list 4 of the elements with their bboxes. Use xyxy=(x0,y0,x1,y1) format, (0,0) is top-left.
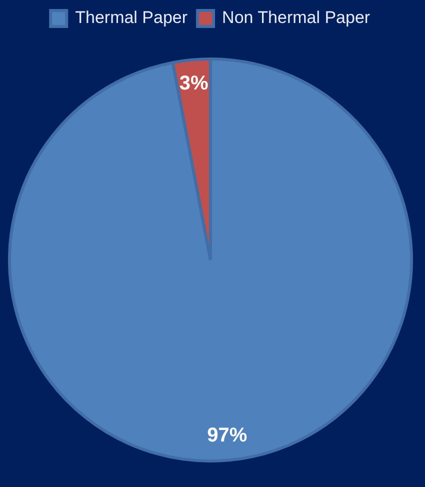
data-label: 3% xyxy=(179,72,209,94)
legend-label: Non Thermal Paper xyxy=(222,8,370,28)
legend-label: Thermal Paper xyxy=(75,8,188,28)
data-label: 97% xyxy=(207,424,248,447)
